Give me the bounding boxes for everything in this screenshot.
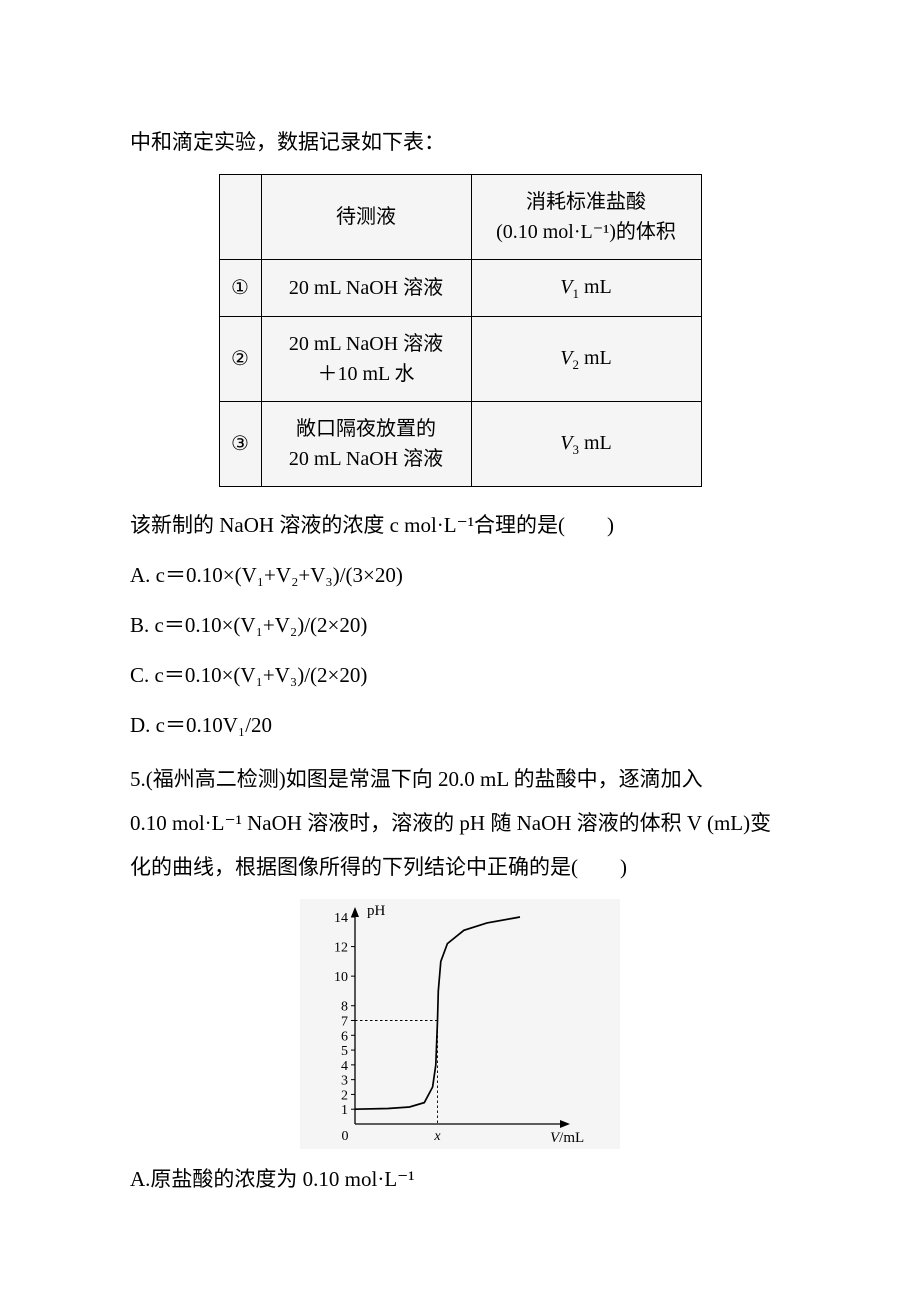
svg-text:2: 2 <box>341 1089 348 1104</box>
titration-table: 待测液 消耗标准盐酸 (0.10 mol·L⁻¹)的体积 ① 20 mL NaO… <box>219 174 702 487</box>
row1-vol-unit: mL <box>579 276 612 298</box>
th-blank <box>219 175 261 260</box>
svg-text:8: 8 <box>341 1000 348 1015</box>
q5-stem-l2: 0.10 mol·L⁻¹ NaOH 溶液时，溶液的 pH 随 NaOH 溶液的体… <box>130 801 790 845</box>
svg-text:3: 3 <box>341 1074 348 1089</box>
th-volume-l1: 消耗标准盐酸 <box>526 191 646 213</box>
q5-stem-l1: 5.(福州高二检测)如图是常温下向 20.0 mL 的盐酸中，逐滴加入 <box>130 757 790 801</box>
q4-option-a: A. c＝0.10×(V₁+V₂+V₃)/(3×20) <box>130 553 790 597</box>
row3-idx: ③ <box>219 401 261 486</box>
svg-text:6: 6 <box>341 1030 348 1045</box>
th-volume-l2: (0.10 mol·L⁻¹)的体积 <box>496 221 676 243</box>
row2-sample: 20 mL NaOH 溶液 ＋10 mL 水 <box>261 316 471 401</box>
svg-text:4: 4 <box>341 1059 348 1074</box>
q4-option-d: D. c＝0.10V₁/20 <box>130 703 790 747</box>
row3-sample-l1: 敞口隔夜放置的 <box>296 418 436 440</box>
row2-sample-l1: 20 mL NaOH 溶液 <box>289 333 443 355</box>
row2-vol-unit: mL <box>579 347 612 369</box>
intro-text: 中和滴定实验，数据记录如下表： <box>130 120 790 164</box>
row3-sample: 敞口隔夜放置的 20 mL NaOH 溶液 <box>261 401 471 486</box>
q5-option-a: A.原盐酸的浓度为 0.10 mol·L⁻¹ <box>130 1157 790 1201</box>
chart-svg: 123456781012140pHV/mLx <box>300 899 620 1149</box>
svg-text:1: 1 <box>341 1104 348 1119</box>
svg-text:V/mL: V/mL <box>550 1130 584 1146</box>
q5-block: 5.(福州高二检测)如图是常温下向 20.0 mL 的盐酸中，逐滴加入 0.10… <box>130 757 790 889</box>
svg-text:5: 5 <box>341 1044 348 1059</box>
table-container: 待测液 消耗标准盐酸 (0.10 mol·L⁻¹)的体积 ① 20 mL NaO… <box>130 174 790 487</box>
svg-text:pH: pH <box>367 903 386 919</box>
svg-text:10: 10 <box>334 970 348 985</box>
q4-option-b: B. c＝0.10×(V₁+V₂)/(2×20) <box>130 603 790 647</box>
row1-vol-v: V <box>560 276 572 298</box>
svg-text:x: x <box>433 1129 441 1144</box>
row3-sample-l2: 20 mL NaOH 溶液 <box>289 448 443 470</box>
row2-sample-l2: ＋10 mL 水 <box>317 363 414 385</box>
svg-text:14: 14 <box>334 911 348 926</box>
row1-sample: 20 mL NaOH 溶液 <box>261 260 471 317</box>
row3-vol-unit: mL <box>579 432 612 454</box>
svg-text:0: 0 <box>342 1129 349 1144</box>
row3-vol: V3 mL <box>471 401 701 486</box>
th-sample: 待测液 <box>261 175 471 260</box>
row2-idx: ② <box>219 316 261 401</box>
row1-vol: V1 mL <box>471 260 701 317</box>
q5-stem-l3: 化的曲线，根据图像所得的下列结论中正确的是( ) <box>130 845 790 889</box>
row3-vol-v: V <box>560 432 572 454</box>
th-volume: 消耗标准盐酸 (0.10 mol·L⁻¹)的体积 <box>471 175 701 260</box>
row2-vol: V2 mL <box>471 316 701 401</box>
svg-text:12: 12 <box>334 941 348 956</box>
chart-container: 123456781012140pHV/mLx <box>130 899 790 1149</box>
svg-text:7: 7 <box>341 1015 348 1030</box>
q4-option-c: C. c＝0.10×(V₁+V₃)/(2×20) <box>130 653 790 697</box>
q4-stem: 该新制的 NaOH 溶液的浓度 c mol·L⁻¹合理的是( ) <box>130 503 790 547</box>
row2-vol-v: V <box>560 347 572 369</box>
row1-idx: ① <box>219 260 261 317</box>
titration-curve-chart: 123456781012140pHV/mLx <box>300 899 620 1149</box>
